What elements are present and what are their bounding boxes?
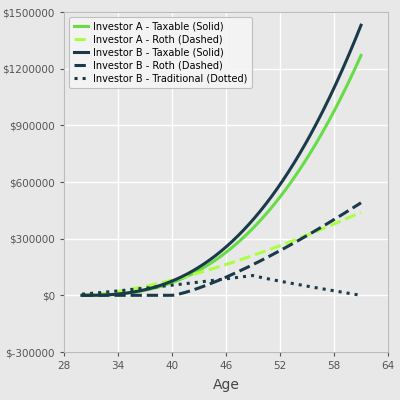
- Investor A - Roth (Dashed): [245, 255, 250, 260]
- Investor A - Roth (Dashed): [80, 293, 84, 298]
- Investor A - Taxable (Solid): [315, 139, 320, 144]
- Line: Investor A - Taxable (Solid): Investor A - Taxable (Solid): [82, 56, 361, 295]
- Investor B - Traditional (Dotted): [358, 293, 363, 298]
- Investor B - Taxable (Solid): [315, 120, 320, 124]
- Investor B - Roth (Dashed): [315, 227, 320, 232]
- Investor B - Taxable (Solid): [80, 293, 85, 298]
- Investor B - Roth (Dashed): [245, 265, 250, 270]
- Investor A - Roth (Dashed): [246, 255, 250, 260]
- Line: Investor B - Taxable (Solid): Investor B - Taxable (Solid): [82, 25, 361, 295]
- Investor A - Roth (Dashed): [80, 293, 85, 298]
- Investor B - Traditional (Dotted): [245, 274, 250, 279]
- Investor A - Taxable (Solid): [80, 293, 85, 298]
- Investor B - Traditional (Dotted): [316, 286, 320, 290]
- Investor B - Traditional (Dotted): [246, 274, 250, 278]
- Investor B - Taxable (Solid): [246, 223, 250, 228]
- Investor B - Traditional (Dotted): [251, 273, 256, 278]
- Investor A - Roth (Dashed): [332, 221, 337, 226]
- Investor B - Traditional (Dotted): [80, 292, 85, 296]
- Investor A - Taxable (Solid): [250, 226, 255, 231]
- Investor B - Roth (Dashed): [80, 293, 85, 298]
- Investor B - Roth (Dashed): [250, 262, 255, 267]
- Investor A - Roth (Dashed): [315, 229, 320, 234]
- Investor B - Taxable (Solid): [358, 23, 363, 28]
- Legend: Investor A - Taxable (Solid), Investor A - Roth (Dashed), Investor B - Taxable (: Investor A - Taxable (Solid), Investor A…: [69, 17, 252, 88]
- Investor A - Taxable (Solid): [358, 53, 363, 58]
- Investor A - Roth (Dashed): [358, 210, 363, 215]
- Investor B - Traditional (Dotted): [250, 273, 255, 278]
- Investor A - Taxable (Solid): [245, 232, 250, 236]
- Investor B - Taxable (Solid): [332, 84, 337, 88]
- Line: Investor A - Roth (Dashed): Investor A - Roth (Dashed): [82, 212, 361, 295]
- Investor B - Roth (Dashed): [358, 200, 363, 205]
- Investor B - Taxable (Solid): [80, 293, 84, 298]
- Line: Investor B - Roth (Dashed): Investor B - Roth (Dashed): [82, 203, 361, 295]
- Investor A - Taxable (Solid): [80, 293, 84, 298]
- Investor B - Traditional (Dotted): [80, 292, 84, 296]
- Line: Investor B - Traditional (Dotted): Investor B - Traditional (Dotted): [82, 276, 361, 295]
- Investor A - Taxable (Solid): [246, 231, 250, 236]
- X-axis label: Age: Age: [212, 378, 240, 392]
- Investor A - Roth (Dashed): [250, 253, 255, 258]
- Investor B - Taxable (Solid): [250, 218, 255, 222]
- Investor B - Taxable (Solid): [245, 224, 250, 229]
- Investor B - Roth (Dashed): [80, 293, 84, 298]
- Investor A - Taxable (Solid): [332, 107, 337, 112]
- Investor B - Roth (Dashed): [246, 264, 250, 269]
- Investor B - Roth (Dashed): [332, 217, 337, 222]
- Investor B - Traditional (Dotted): [334, 289, 338, 294]
